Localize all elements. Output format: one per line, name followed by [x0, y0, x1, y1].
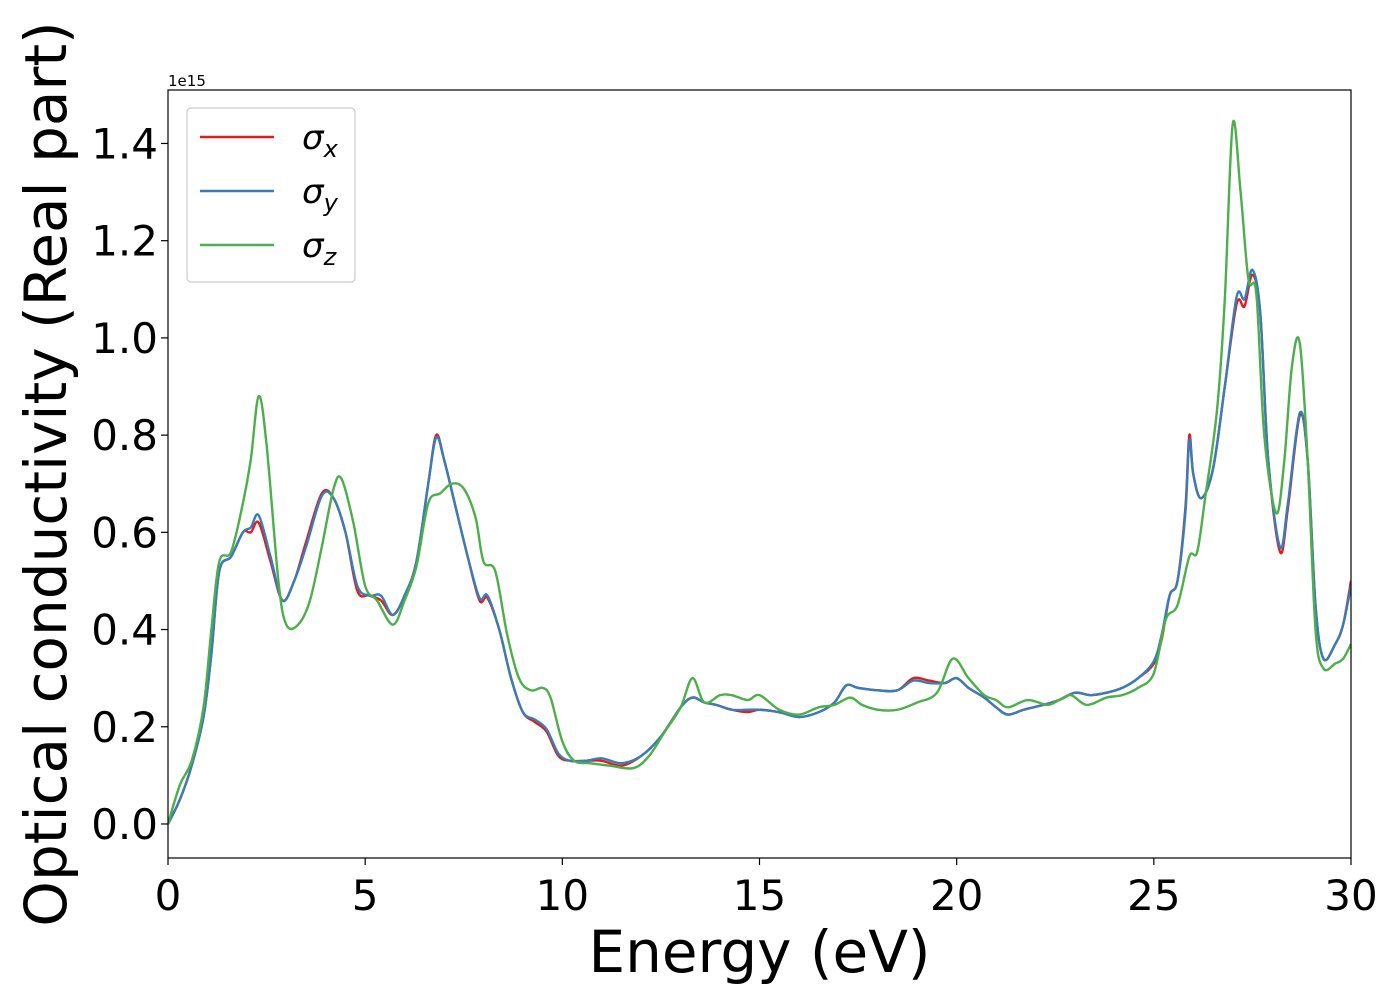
y-tick-label: 1.2 — [91, 217, 158, 266]
y-offset-text: 1e15 — [168, 72, 206, 90]
y-tick-label: 0.0 — [91, 800, 158, 849]
y-tick-label: 0.6 — [91, 508, 158, 557]
x-tick-label: 15 — [733, 871, 786, 920]
legend-label-symbol: σ — [302, 172, 325, 212]
y-tick-label: 0.4 — [91, 606, 158, 655]
legend-label-subscript: z — [323, 243, 338, 271]
y-axis: 0.0 0.2 0.4 0.6 0.8 1.0 1.2 1.4 — [91, 119, 168, 849]
legend-label-x: σx — [302, 118, 339, 163]
legend-label-y: σy — [302, 172, 339, 217]
series-layer — [168, 119, 1351, 825]
legend-box — [186, 107, 356, 283]
plot-background — [168, 90, 1351, 858]
legend-label-symbol: σ — [302, 226, 325, 266]
x-tick-label: 10 — [536, 871, 589, 920]
series-line-z — [168, 119, 1351, 825]
y-tick-label: 1.4 — [91, 119, 158, 168]
x-axis-label: Energy (eV) — [588, 918, 930, 986]
x-tick-label: 5 — [352, 871, 379, 920]
x-tick-label: 30 — [1324, 871, 1377, 920]
x-tick-label: 0 — [155, 871, 182, 920]
y-axis-label: Optical conductivity (Real part) — [12, 21, 80, 926]
series-line-y — [168, 268, 1351, 825]
x-axis: 0 5 10 15 20 25 30 — [155, 858, 1378, 920]
x-tick-label: 20 — [930, 871, 983, 920]
x-tick-label: 25 — [1127, 871, 1180, 920]
y-tick-label: 0.2 — [91, 703, 158, 752]
y-tick-label: 0.8 — [91, 411, 158, 460]
y-tick-label: 1.0 — [91, 314, 158, 363]
legend-label-z: σz — [302, 226, 338, 271]
legend-label-symbol: σ — [302, 118, 325, 158]
legend-label-subscript: x — [323, 135, 339, 163]
legend-label-subscript: y — [323, 189, 339, 217]
